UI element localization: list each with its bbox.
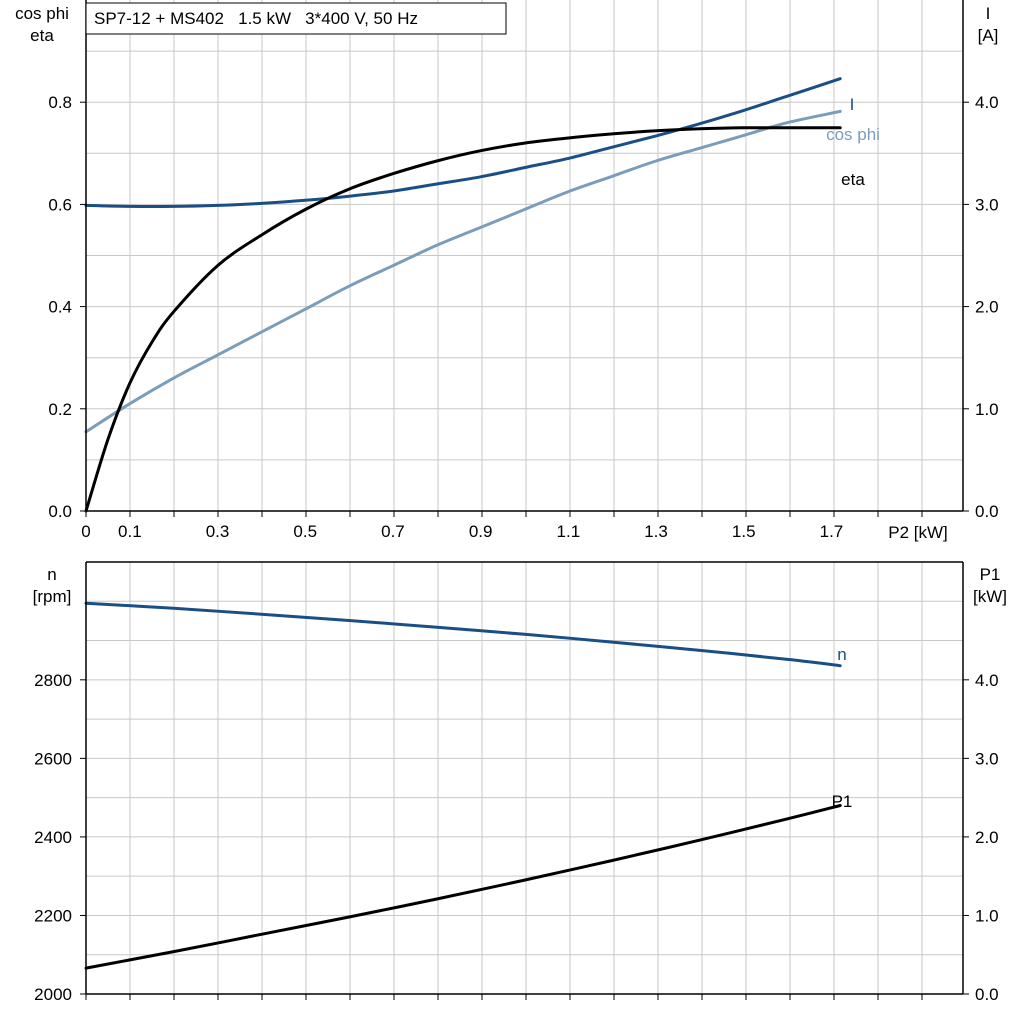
- bottom-plot-curves: [84, 601, 842, 970]
- x-tick-label: 1.7: [820, 522, 844, 541]
- series-label-i: I: [850, 95, 855, 114]
- series-line-n: [84, 601, 842, 668]
- x-tick-label: 0.5: [293, 522, 317, 541]
- series-line-eta: [84, 126, 842, 513]
- series-line-cos-phi: [84, 109, 842, 434]
- right-y-tick-label: 4.0: [975, 93, 999, 112]
- top-left-axis-label-line2: eta: [30, 26, 54, 45]
- left-y-tick-label: 2800: [34, 671, 72, 690]
- left-y-tick-label: 0.2: [48, 400, 72, 419]
- right-y-tick-label: 2.0: [975, 828, 999, 847]
- top-left-axis-label-line1: cos phi: [15, 4, 69, 23]
- bottom-plot-frame: [85, 561, 964, 995]
- title-box: [85, 2, 507, 35]
- left-y-tick-label: 0.4: [48, 298, 72, 317]
- bottom-left-axis-label-line1: n: [47, 565, 56, 584]
- right-y-tick-label: 3.0: [975, 195, 999, 214]
- series-label-eta: eta: [841, 170, 865, 189]
- left-y-tick-label: 0.0: [48, 502, 72, 521]
- right-y-tick-label: 2.0: [975, 298, 999, 317]
- right-y-tick-label: 1.0: [975, 906, 999, 925]
- x-tick-label: 1.5: [732, 522, 756, 541]
- series-line-i: [84, 77, 842, 209]
- right-y-tick-label: 0.0: [975, 985, 999, 1004]
- top-plot-frame: [85, 0, 964, 512]
- x-tick-label: 0.7: [381, 522, 405, 541]
- right-y-tick-label: 4.0: [975, 671, 999, 690]
- top-right-axis-label-line1: I: [986, 4, 991, 23]
- left-y-tick-label: 0.8: [48, 93, 72, 112]
- left-y-tick-label: 2200: [34, 906, 72, 925]
- left-y-tick-label: 2400: [34, 828, 72, 847]
- chart-title: SP7-12 + MS402 1.5 kW 3*400 V, 50 Hz: [94, 9, 418, 28]
- bottom-plot-grid: [86, 562, 963, 994]
- top-plot-grid: [86, 0, 963, 511]
- bottom-plot-ticks: 2000 2200 2400 2600 2800 0.0 1.0 2.0 3.0 4.0: [34, 671, 998, 1004]
- top-plot-ticks: 0.0 0.2 0.4 0.6 0.8 0.0 1.0 2.0 3.0 4.0 0 0.1 0.3 0.5…: [48, 93, 998, 541]
- x-tick-label: 0.1: [118, 522, 142, 541]
- top-right-axis-label-line2: [A]: [978, 26, 999, 45]
- series-label-cos-phi: cos phi: [826, 125, 880, 144]
- series-label-n: n: [837, 645, 846, 664]
- series-line-p1: [84, 804, 842, 970]
- x-tick-label: 0.3: [206, 522, 230, 541]
- top-plot-curves: [84, 77, 842, 513]
- x-axis-label: P2 [kW]: [888, 523, 948, 542]
- x-tick-label: 1.3: [644, 522, 668, 541]
- left-y-tick-label: 0.6: [48, 195, 72, 214]
- right-y-tick-label: 1.0: [975, 400, 999, 419]
- bottom-right-axis-label-line2: [kW]: [973, 587, 1007, 606]
- bottom-left-axis-label-line2: [rpm]: [33, 587, 72, 606]
- right-y-tick-label: 0.0: [975, 502, 999, 521]
- left-y-tick-label: 2000: [34, 985, 72, 1004]
- x-tick-label: 1.1: [557, 522, 581, 541]
- series-label-p1: P1: [832, 792, 853, 811]
- right-y-tick-label: 3.0: [975, 749, 999, 768]
- bottom-right-axis-label-line1: P1: [980, 565, 1001, 584]
- x-tick-label: 0.9: [469, 522, 493, 541]
- left-y-tick-label: 2600: [34, 749, 72, 768]
- x-tick-label: 0: [81, 522, 90, 541]
